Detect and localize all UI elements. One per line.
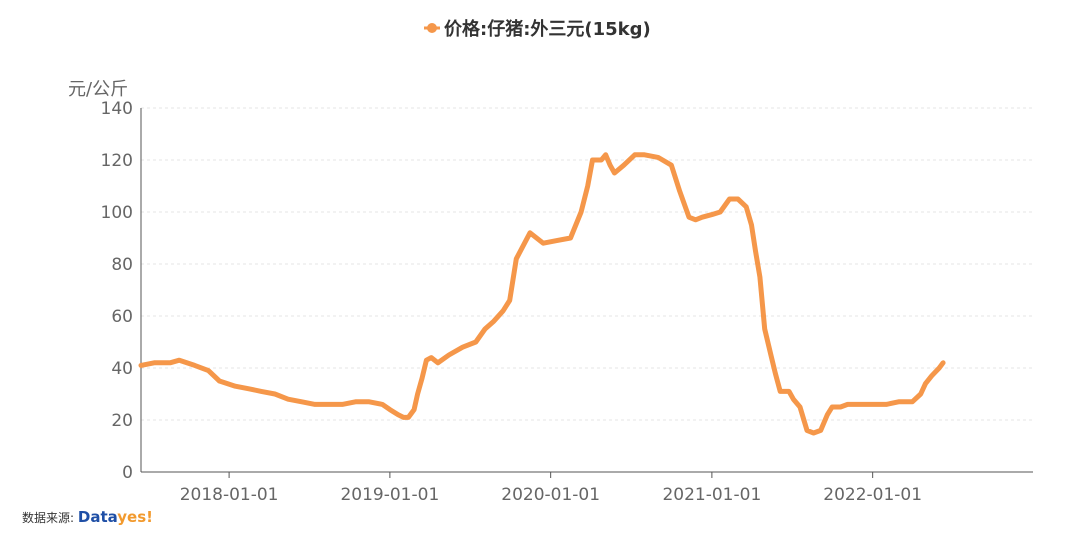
y-tick-label: 140 (101, 99, 133, 119)
source-brand-data: Data (77, 508, 118, 526)
data-source: 数据来源: Datayes! (22, 508, 153, 526)
y-tick-label: 20 (111, 411, 133, 431)
x-tick-label: 2018-01-01 (180, 485, 279, 505)
x-axis: 2018-01-01 2019-01-01 2020-01-01 2021-01-01… (141, 471, 1033, 505)
legend-marker-icon (427, 23, 437, 33)
legend[interactable]: 价格:仔猪:外三元(15kg) (424, 18, 651, 40)
x-tick-label: 2022-01-01 (823, 485, 922, 505)
grid-lines (141, 107, 1033, 421)
x-tick-label: 2019-01-01 (340, 485, 439, 505)
source-prefix: 数据来源: (22, 511, 75, 525)
y-tick-label: 120 (101, 151, 133, 171)
y-tick-label: 60 (111, 307, 133, 327)
y-tick-label: 80 (111, 255, 133, 275)
y-tick-label: 100 (101, 203, 133, 223)
x-tick-label: 2020-01-01 (501, 485, 600, 505)
series-layer (138, 152, 946, 436)
y-tick-label: 40 (111, 359, 133, 379)
series-line (138, 152, 946, 436)
y-tick-label: 0 (122, 463, 133, 483)
y-axis: 0 20 40 60 80 100 120 140 (101, 99, 142, 483)
y-axis-label: 元/公斤 (68, 79, 128, 100)
x-tick-label: 2021-01-01 (662, 485, 761, 505)
source-brand-yes: yes! (117, 508, 154, 526)
legend-label: 价格:仔猪:外三元(15kg) (444, 18, 651, 40)
